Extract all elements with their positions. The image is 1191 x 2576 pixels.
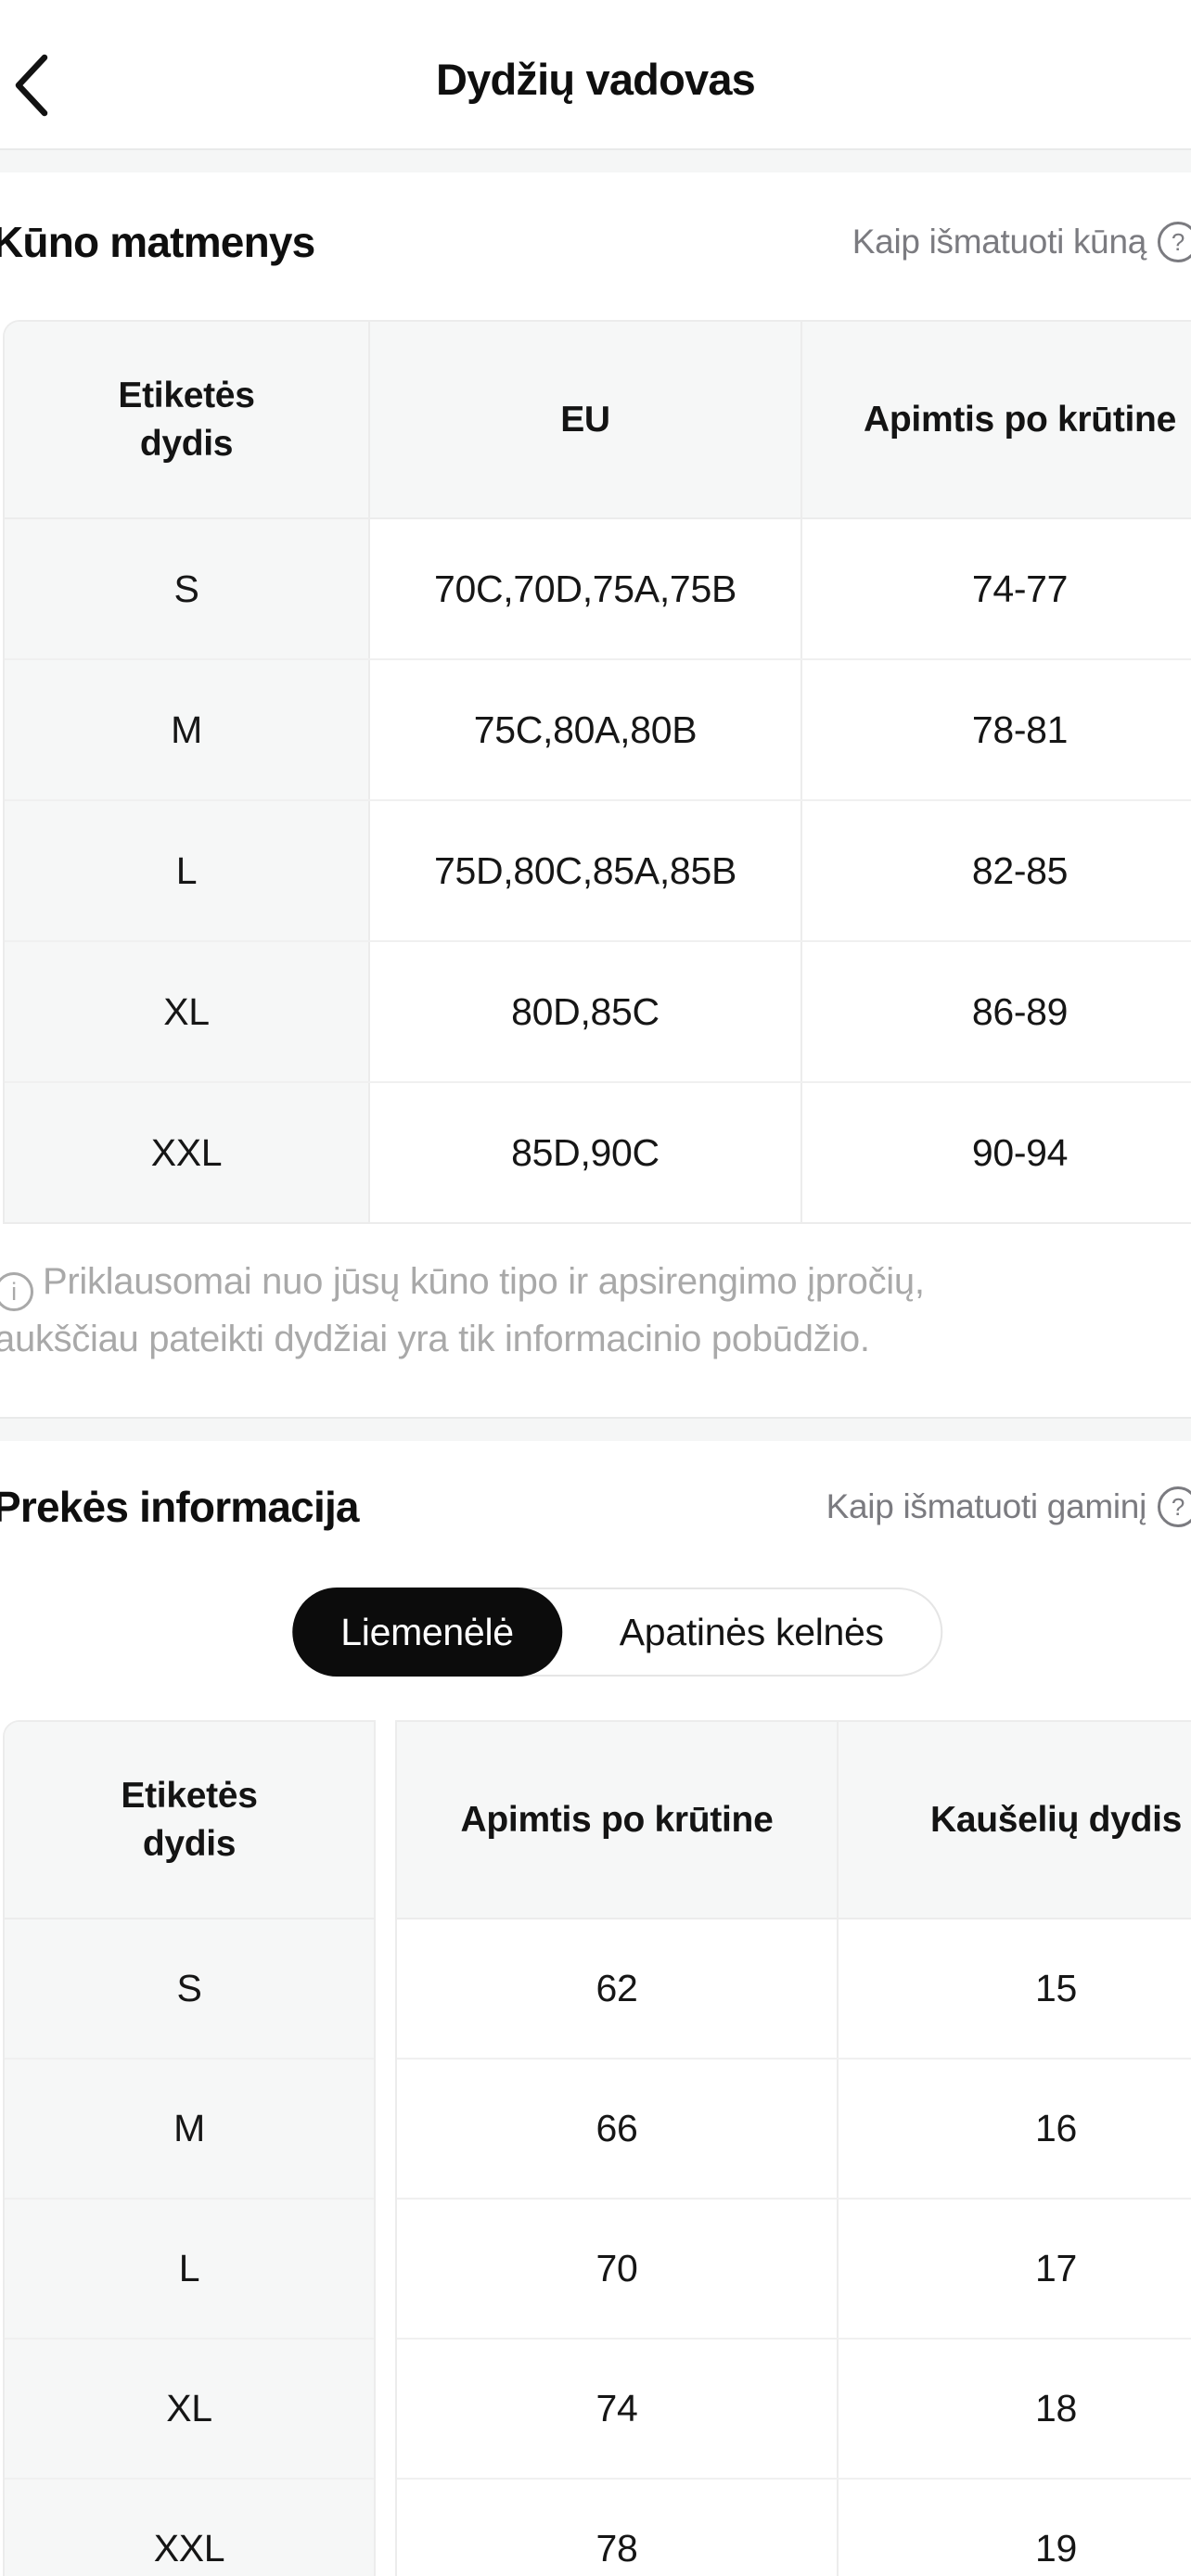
section-title: Kūno matmenys (0, 218, 315, 266)
table-row: S (5, 1919, 374, 2060)
body-measurements-table: Etiketės dydis EU Apimtis po krūtine S 70… (3, 320, 1191, 1224)
table-cell: L (5, 2199, 374, 2340)
product-info-table: Etiketės dydis S M L XL XXL Apimtis po krūti… (3, 1720, 1191, 2576)
table-cell: XL (5, 2339, 374, 2480)
table-cell: 80D,85C (369, 941, 802, 1083)
column-header: EU (369, 322, 802, 519)
table-row: 66 16 (397, 2059, 1191, 2200)
table-row: M 75C,80A,80B 78-81 (5, 659, 1191, 801)
table-cell: 78 (397, 2479, 839, 2576)
column-header: Kaušelių dydis (838, 1722, 1191, 1919)
table-cell: XL (5, 941, 370, 1083)
how-to-measure-product-link[interactable]: Kaip išmatuoti gaminį ? (826, 1486, 1191, 1527)
table-cell: 70C,70D,75A,75B (369, 518, 802, 660)
table-cell: S (5, 518, 370, 660)
table-row: XL (5, 2339, 374, 2480)
table-row: 74 18 (397, 2339, 1191, 2480)
table-row: M (5, 2059, 374, 2200)
table-cell: 62 (397, 1919, 839, 2060)
column-header: Etiketės dydis (5, 1722, 374, 1919)
table-row: L (5, 2199, 374, 2340)
tab-panties[interactable]: Apatinės kelnės (619, 1610, 884, 1653)
table-cell: 17 (838, 2199, 1191, 2340)
table-cell: 90-94 (801, 1082, 1191, 1222)
link-label: Kaip išmatuoti kūną (852, 223, 1147, 261)
column-header: Apimtis po krūtine (801, 322, 1191, 519)
table-cell: 75C,80A,80B (369, 659, 802, 801)
how-to-measure-body-link[interactable]: Kaip išmatuoti kūną ? (852, 222, 1191, 262)
table-cell: 86-89 (801, 941, 1191, 1083)
table-row: XL 80D,85C 86-89 (5, 941, 1191, 1083)
table-cell: 75D,80C,85A,85B (369, 800, 802, 942)
table-cell: 70 (397, 2199, 839, 2340)
app-header: Dydžių vadovas (0, 0, 1191, 148)
table-cell: 18 (838, 2339, 1191, 2480)
tab-bra[interactable]: Liemenėlė (292, 1588, 562, 1677)
table-cell: M (5, 2059, 374, 2200)
table-cell: XXL (5, 1082, 370, 1222)
table-row: S 70C,70D,75A,75B 74-77 (5, 518, 1191, 660)
table-row: XXL (5, 2479, 374, 2576)
info-circle-icon: i (0, 1272, 33, 1311)
table-cell: 74-77 (801, 518, 1191, 660)
body-measurements-header: Kūno matmenys Kaip išmatuoti kūną ? (0, 217, 1191, 267)
page-title: Dydžių vadovas (435, 55, 756, 104)
disclaimer-line: aukščiau pateikti dydžiai yra tik inform… (0, 1319, 870, 1359)
disclaimer-line: i Priklausomai nuo jūsų kūno tipo ir apsi… (0, 1254, 1191, 1311)
table-header-row: Apimtis po krūtine Kaušelių dydis (397, 1722, 1191, 1919)
table-cell: 66 (397, 2059, 839, 2200)
table-cell: 16 (838, 2059, 1191, 2200)
table-header-row: Etiketės dydis EU Apimtis po krūtine (5, 322, 1191, 519)
table-cell: L (5, 800, 370, 942)
table-row: 70 17 (397, 2199, 1191, 2340)
table-cell: 15 (838, 1919, 1191, 2060)
table-cell: XXL (5, 2479, 374, 2576)
table-cell: 19 (838, 2479, 1191, 2576)
table-cell: 85D,90C (369, 1082, 802, 1222)
size-disclaimer: i Priklausomai nuo jūsų kūno tipo ir apsi… (0, 1254, 1191, 1367)
section-title: Prekės informacija (0, 1483, 360, 1531)
size-column-block: Etiketės dydis S M L XL XXL (3, 1720, 376, 2576)
product-type-toggle: Liemenėlė Apatinės kelnės (292, 1588, 943, 1677)
chevron-left-icon (15, 54, 48, 117)
table-cell: 74 (397, 2339, 839, 2480)
table-row: 78 19 (397, 2479, 1191, 2576)
back-button[interactable] (11, 50, 59, 121)
section-divider (0, 148, 1191, 172)
question-circle-icon: ? (1158, 1486, 1191, 1527)
table-row: L 75D,80C,85A,85B 82-85 (5, 800, 1191, 942)
table-cell: 82-85 (801, 800, 1191, 942)
section-divider (0, 1417, 1191, 1441)
column-header: Apimtis po krūtine (397, 1722, 839, 1919)
values-column-block: Apimtis po krūtine Kaušelių dydis 62 15 66… (395, 1720, 1191, 2576)
column-header: Etiketės dydis (5, 322, 370, 519)
table-cell: M (5, 659, 370, 801)
product-info-header: Prekės informacija Kaip išmatuoti gaminį… (0, 1482, 1191, 1532)
table-row: XXL 85D,90C 90-94 (5, 1082, 1191, 1222)
table-row: 62 15 (397, 1919, 1191, 2060)
link-label: Kaip išmatuoti gaminį (826, 1487, 1147, 1525)
question-circle-icon: ? (1158, 222, 1191, 262)
table-header-row: Etiketės dydis (5, 1722, 374, 1919)
table-cell: S (5, 1919, 374, 2060)
table-cell: 78-81 (801, 659, 1191, 801)
